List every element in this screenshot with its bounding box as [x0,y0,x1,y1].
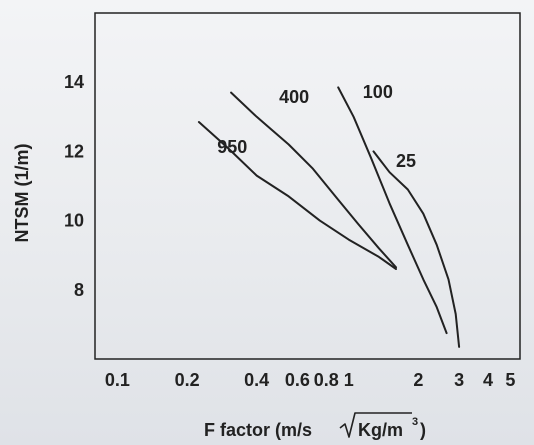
y-axis-title: NTSM (1/m) [12,143,32,242]
series-line-400 [230,91,397,269]
series-line-25 [372,150,461,348]
y-tick-label: 10 [64,211,84,231]
x-tick-label: 5 [505,370,515,390]
y-tick-labels: 8 10 12 14 [64,72,84,300]
plot-frame [94,12,521,360]
x-axis-title-sup: 3 [412,416,418,428]
x-tick-label: 0.1 [105,370,130,390]
series-labels-group: 950 400 100 25 [217,82,416,171]
series-label-25: 25 [396,151,416,171]
x-tick-label: 1 [344,370,354,390]
series-line-950 [197,121,397,270]
series-label-950: 950 [217,137,247,157]
x-tick-label: 2 [413,370,423,390]
x-tick-label: 0.2 [175,370,200,390]
series-label-400: 400 [279,87,309,107]
x-tick-labels: 0.1 0.2 0.4 0.6 0.8 1 2 3 4 5 [105,370,516,390]
x-tick-label: 4 [483,370,493,390]
x-tick-label: 0.6 [285,370,310,390]
curves-group [197,86,461,348]
x-axis-title: F factor (m/s Kg/m 3 ) [204,412,426,440]
y-tick-label: 12 [64,141,84,161]
x-tick-label: 3 [454,370,464,390]
x-tick-label: 0.4 [244,370,269,390]
series-label-100: 100 [363,82,393,102]
y-tick-label: 14 [64,72,84,92]
sqrt-symbol [339,412,412,438]
x-axis-title-radicand: Kg/m [358,420,403,440]
x-axis-title-pre: F factor (m/s [204,420,312,440]
x-tick-label: 0.8 [314,370,339,390]
series-line-100 [337,86,448,335]
y-tick-label: 8 [74,280,84,300]
x-axis-title-post: ) [420,420,426,440]
